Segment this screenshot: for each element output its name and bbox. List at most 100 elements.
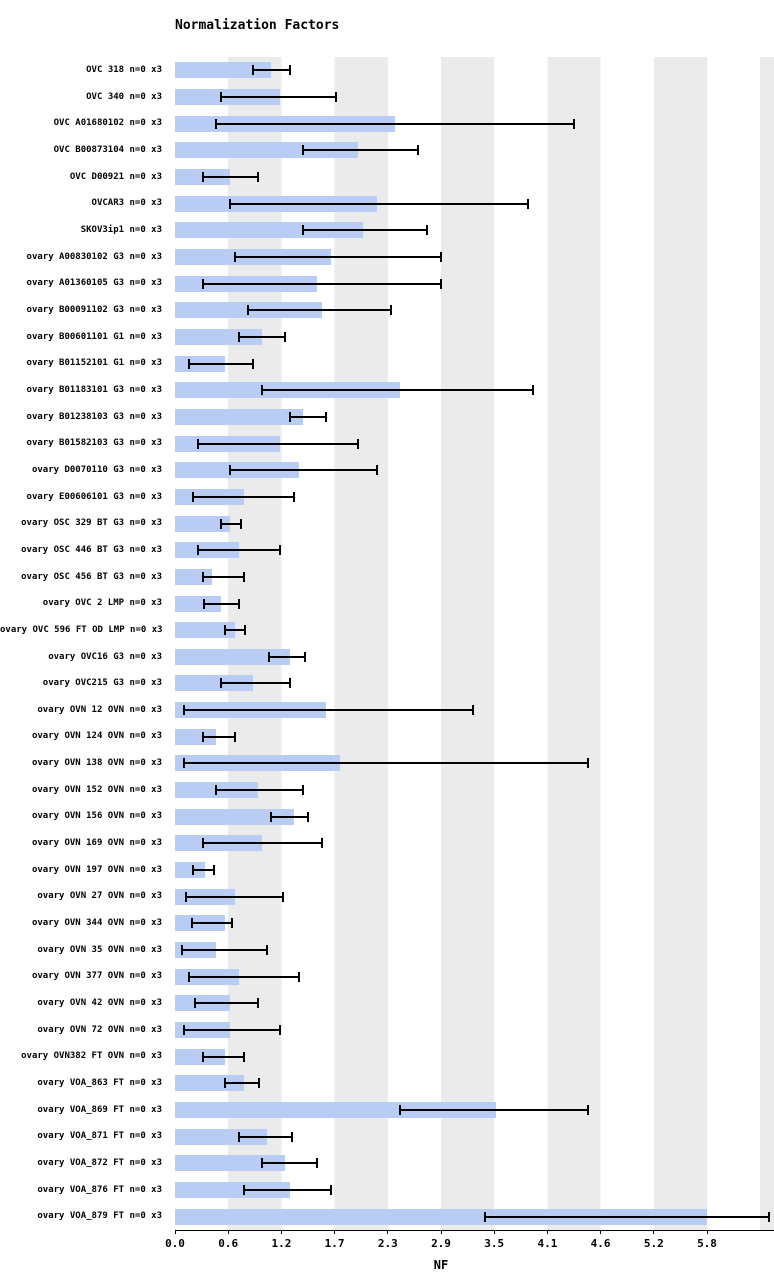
error-bar-line [248, 309, 391, 312]
category-label: ovary B01183101 G3 n=0 x3 [26, 384, 162, 395]
error-bar-line [186, 895, 284, 898]
error-bar-line [220, 682, 290, 685]
error-bar-line [193, 869, 214, 872]
category-label: ovary OVN 72 OVN n=0 x3 [37, 1024, 162, 1035]
error-bar-cap-right [316, 1158, 319, 1169]
category-label: ovary OVN 169 OVN n=0 x3 [31, 838, 162, 849]
x-axis-label: NF [433, 1258, 449, 1272]
error-bar-cap-right [256, 998, 259, 1009]
x-tick-mark [546, 1230, 548, 1234]
error-bar-line [184, 1029, 281, 1032]
error-bar-line [243, 1189, 331, 1191]
bar [175, 1155, 286, 1172]
error-bar-cap-right [240, 518, 243, 529]
error-bar-line [188, 975, 299, 978]
error-bar-cap-left [187, 358, 190, 369]
error-bar-line [262, 1162, 318, 1165]
x-tick-mark [653, 1230, 655, 1234]
x-tick-mark [387, 1230, 389, 1234]
category-label: ovary B01582103 G3 n=0 x3 [26, 438, 162, 449]
error-bar-cap-left [270, 811, 273, 822]
bar [175, 1182, 290, 1198]
error-bar-cap-right [527, 198, 530, 209]
category-label: ovary VOA_872 FT n=0 x3 [37, 1158, 162, 1169]
error-bar-line [262, 389, 533, 392]
x-tick-label: 1.2 [271, 1237, 292, 1250]
error-bar-cap-left [196, 545, 199, 556]
error-bar-cap-left [224, 625, 227, 636]
error-bar-cap-left [190, 918, 193, 929]
bar [175, 515, 231, 532]
error-bar-cap-right [256, 171, 259, 182]
error-bar-cap-left [183, 1025, 186, 1036]
error-bar-line [485, 1215, 770, 1218]
category-label: OVC B00873104 n=0 x3 [53, 144, 162, 155]
x-tick-label: 0.6 [218, 1237, 239, 1250]
error-bar-line [225, 1082, 260, 1085]
category-label: ovary OVN 156 OVN n=0 x3 [31, 811, 162, 822]
category-label: ovary VOA_871 FT n=0 x3 [37, 1131, 162, 1142]
error-bar-cap-right [258, 1078, 261, 1089]
error-bar-cap-right [293, 491, 296, 502]
category-label: ovary OSC 456 BT G3 n=0 x3 [21, 571, 162, 582]
x-tick-label: 2.9 [431, 1237, 451, 1250]
category-labels: OVC 318 n=0 x3 OVC 340 n=0 x3 OVC A0168010… [0, 57, 168, 1230]
error-bar-cap-left [251, 65, 254, 76]
bar [175, 728, 217, 745]
error-bar-cap-left [288, 411, 291, 422]
error-bar-cap-left [398, 1105, 401, 1116]
category-label: ovary B01238103 G3 n=0 x3 [26, 411, 162, 422]
error-bar-cap-left [267, 651, 270, 662]
error-bar-line [225, 629, 245, 632]
error-bar-line [202, 282, 441, 285]
x-tick-label: 3.5 [484, 1237, 505, 1250]
error-bar-cap-right [472, 705, 475, 716]
bar [175, 622, 235, 639]
x-tick-mark [493, 1230, 495, 1234]
error-bar-cap-left [238, 1131, 241, 1142]
error-bar-line [234, 255, 441, 258]
error-bar-line [220, 522, 242, 525]
x-tick-label: 0.0 [165, 1237, 185, 1250]
error-bar-line [239, 1135, 293, 1138]
category-label: ovary OSC 329 BT G3 n=0 x3 [21, 518, 162, 529]
category-label: ovary OVN 124 OVN n=0 x3 [31, 731, 162, 742]
category-label: ovary OVN 344 OVN n=0 x3 [31, 918, 162, 929]
x-axis: 0.0 0.6 1.2 1.7 2.3 2.9 3.5 4.1 4.6 5.2 5.8 [0, 1230, 774, 1286]
error-bar-cap-right [279, 1025, 282, 1036]
bar [175, 808, 295, 825]
error-bar-cap-left [201, 838, 204, 849]
x-tick-mark [600, 1230, 602, 1234]
category-label: ovary VOA_879 FT n=0 x3 [37, 1211, 162, 1222]
error-bar-cap-right [288, 65, 291, 76]
bar [175, 1208, 707, 1225]
error-bar-line [191, 922, 232, 925]
error-bar-line [220, 95, 336, 98]
category-label: ovary OVC215 G3 n=0 x3 [42, 678, 162, 689]
error-bar-cap-left [302, 145, 305, 156]
error-bar-cap-left [247, 305, 250, 316]
category-label: ovary OVN 12 OVN n=0 x3 [37, 704, 162, 715]
error-bar-cap-left [196, 438, 199, 449]
error-bar-cap-right [357, 438, 360, 449]
bar [175, 1102, 497, 1119]
category-label: ovary B00091102 G3 n=0 x3 [26, 304, 162, 315]
error-bar-cap-right [242, 571, 245, 582]
error-bar-cap-right [230, 918, 233, 929]
error-bar-cap-right [586, 1105, 589, 1116]
x-tick-mark [334, 1230, 336, 1234]
category-label: ovary OVC16 G3 n=0 x3 [48, 651, 162, 662]
error-bar-cap-right [243, 625, 246, 636]
error-bar-line [182, 949, 267, 952]
error-bar-cap-left [229, 198, 232, 209]
category-label: ovary OVC 2 LMP n=0 x3 [42, 598, 162, 609]
x-tick-label: 5.8 [697, 1237, 717, 1250]
bar [175, 142, 359, 159]
error-bar-cap-right [531, 385, 534, 396]
x-tick-mark [227, 1230, 229, 1234]
error-bar-line [202, 842, 322, 845]
x-tick-mark [174, 1230, 176, 1234]
x-tick-label: 2.3 [377, 1237, 398, 1250]
error-bar-cap-left [185, 891, 187, 902]
error-bar-line [216, 122, 574, 125]
